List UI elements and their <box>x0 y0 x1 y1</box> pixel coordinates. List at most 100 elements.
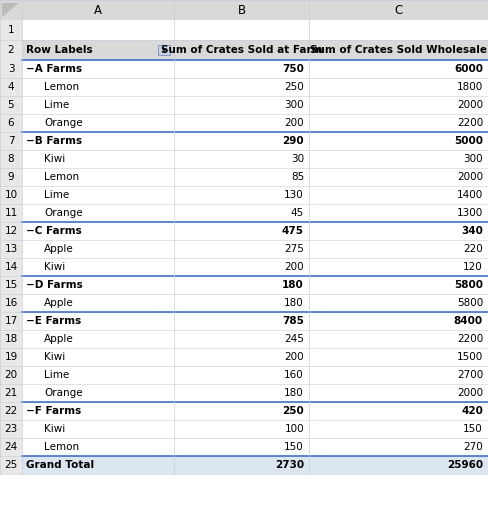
Bar <box>0 384 22 402</box>
Text: 2700: 2700 <box>457 370 483 380</box>
Text: 275: 275 <box>284 244 304 254</box>
Text: 1800: 1800 <box>457 82 483 92</box>
Text: C: C <box>394 4 403 17</box>
Text: 130: 130 <box>284 190 304 200</box>
Text: 5800: 5800 <box>454 280 483 290</box>
Text: 3: 3 <box>8 64 14 74</box>
Text: Kiwi: Kiwi <box>44 352 65 362</box>
Bar <box>22 420 488 438</box>
Text: Sum of Crates Sold at Farm: Sum of Crates Sold at Farm <box>161 45 322 55</box>
Text: 2200: 2200 <box>457 334 483 344</box>
Text: 245: 245 <box>284 334 304 344</box>
Text: 5: 5 <box>8 100 14 110</box>
Text: ▾: ▾ <box>162 45 166 55</box>
Bar <box>0 420 22 438</box>
Bar <box>22 96 488 114</box>
Bar <box>0 60 22 78</box>
Bar <box>158 45 170 55</box>
Text: Orange: Orange <box>44 208 82 218</box>
Bar <box>0 258 22 276</box>
Bar <box>22 438 488 456</box>
Text: Orange: Orange <box>44 388 82 398</box>
Bar <box>0 366 22 384</box>
Text: 270: 270 <box>463 442 483 452</box>
Text: 20: 20 <box>4 370 18 380</box>
Bar <box>22 294 488 312</box>
Text: 4: 4 <box>8 82 14 92</box>
Text: 6000: 6000 <box>454 64 483 74</box>
Bar <box>22 186 488 204</box>
Text: −D Farms: −D Farms <box>26 280 83 290</box>
Text: 340: 340 <box>461 226 483 236</box>
Bar <box>0 456 22 474</box>
Text: 2000: 2000 <box>457 388 483 398</box>
Text: 45: 45 <box>291 208 304 218</box>
Text: 300: 300 <box>464 154 483 164</box>
Text: 100: 100 <box>285 424 304 434</box>
Bar <box>0 222 22 240</box>
Bar <box>0 20 22 40</box>
Bar <box>309 0 488 20</box>
Text: 200: 200 <box>285 262 304 272</box>
Text: 300: 300 <box>285 100 304 110</box>
Text: 9: 9 <box>8 172 14 182</box>
Text: 12: 12 <box>4 226 18 236</box>
Text: 24: 24 <box>4 442 18 452</box>
Text: 250: 250 <box>284 82 304 92</box>
Bar <box>0 330 22 348</box>
Bar <box>22 240 488 258</box>
Text: 420: 420 <box>461 406 483 416</box>
Text: Kiwi: Kiwi <box>44 424 65 434</box>
Text: 2730: 2730 <box>275 460 304 470</box>
Text: 5800: 5800 <box>457 298 483 308</box>
Bar <box>0 402 22 420</box>
Bar <box>22 132 488 150</box>
Text: 475: 475 <box>282 226 304 236</box>
Text: 1: 1 <box>8 25 14 35</box>
Text: 180: 180 <box>282 280 304 290</box>
Text: 30: 30 <box>291 154 304 164</box>
Text: Lime: Lime <box>44 370 69 380</box>
Bar <box>0 438 22 456</box>
Bar <box>0 186 22 204</box>
Text: −B Farms: −B Farms <box>26 136 82 146</box>
Text: 18: 18 <box>4 334 18 344</box>
Text: 1300: 1300 <box>457 208 483 218</box>
Text: 2: 2 <box>8 45 14 55</box>
Bar <box>22 258 488 276</box>
Text: 17: 17 <box>4 316 18 326</box>
Text: 2000: 2000 <box>457 100 483 110</box>
Bar <box>0 132 22 150</box>
Text: −A Farms: −A Farms <box>26 64 82 74</box>
Bar <box>309 40 488 60</box>
Text: 1400: 1400 <box>457 190 483 200</box>
Text: 8400: 8400 <box>454 316 483 326</box>
Text: 10: 10 <box>4 190 18 200</box>
Text: 14: 14 <box>4 262 18 272</box>
Text: Lemon: Lemon <box>44 442 79 452</box>
Bar <box>0 348 22 366</box>
Bar <box>22 456 488 474</box>
Text: 750: 750 <box>282 64 304 74</box>
Bar <box>174 40 309 60</box>
Polygon shape <box>2 3 19 17</box>
Bar <box>22 402 488 420</box>
Text: 5000: 5000 <box>454 136 483 146</box>
Text: 180: 180 <box>284 298 304 308</box>
Text: Lime: Lime <box>44 100 69 110</box>
Bar <box>22 222 488 240</box>
Text: −E Farms: −E Farms <box>26 316 81 326</box>
Text: Grand Total: Grand Total <box>26 460 94 470</box>
Text: A: A <box>94 4 102 17</box>
Text: 19: 19 <box>4 352 18 362</box>
Text: 7: 7 <box>8 136 14 146</box>
Bar <box>22 20 488 40</box>
Bar <box>0 40 22 60</box>
Bar <box>22 78 488 96</box>
Text: Apple: Apple <box>44 334 74 344</box>
Text: Kiwi: Kiwi <box>44 154 65 164</box>
Text: Lemon: Lemon <box>44 82 79 92</box>
Bar <box>22 312 488 330</box>
Bar <box>22 384 488 402</box>
Bar <box>0 96 22 114</box>
